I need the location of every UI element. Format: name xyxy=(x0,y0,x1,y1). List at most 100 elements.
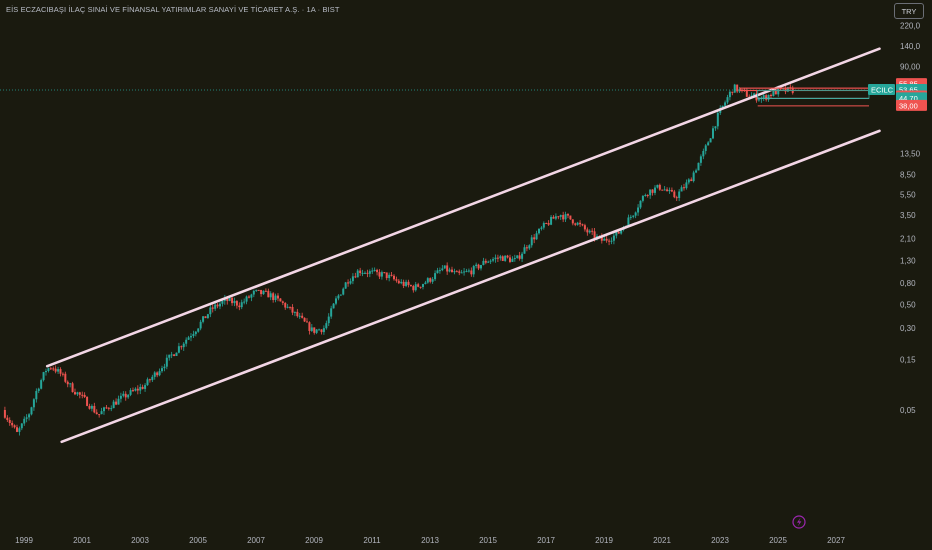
candle-body xyxy=(446,265,449,272)
y-axis[interactable]: 220,0 140,0 90,00 13,50 8,50 5,50 3,50 2,10 1,30… xyxy=(900,21,921,415)
trend-channel[interactable] xyxy=(45,47,881,444)
candle-body xyxy=(313,327,316,333)
candle-body xyxy=(629,216,632,218)
candle-body xyxy=(482,260,485,266)
candle-body xyxy=(177,346,180,353)
candle-body xyxy=(18,428,21,432)
candle-body xyxy=(214,304,217,309)
candle-body xyxy=(426,278,429,283)
candle-body xyxy=(298,315,301,317)
candle-body xyxy=(30,407,33,415)
lightning-icon[interactable] xyxy=(792,515,806,529)
candle-body xyxy=(257,289,260,291)
candle-body xyxy=(731,91,734,93)
candle-body xyxy=(702,150,705,157)
candle-body xyxy=(73,392,76,395)
candle-body xyxy=(124,393,127,398)
candle-body xyxy=(189,336,192,338)
candle-body xyxy=(305,321,308,323)
candle-body xyxy=(550,216,553,225)
price-badge-label: 44,70 xyxy=(899,94,918,103)
candle-body xyxy=(453,271,456,273)
candle-body xyxy=(680,187,683,192)
candle-body xyxy=(15,427,18,432)
candles xyxy=(3,83,794,436)
candle-body xyxy=(320,329,323,333)
symbol-badge xyxy=(868,84,895,95)
channel-lower-line xyxy=(60,129,881,444)
candle-body xyxy=(530,237,533,246)
candle-body xyxy=(269,293,272,298)
x-tick-label: 2025 xyxy=(769,536,787,545)
candle-body xyxy=(153,372,156,377)
candle-body xyxy=(714,126,717,129)
candle-body xyxy=(342,288,345,295)
candle-body xyxy=(255,289,258,291)
candle-body xyxy=(637,207,640,213)
candle-body xyxy=(165,357,168,367)
candle-body xyxy=(460,272,463,274)
x-tick-label: 2003 xyxy=(131,536,149,545)
candle-body xyxy=(576,222,579,225)
candle-body xyxy=(745,90,748,97)
candle-body xyxy=(131,390,134,392)
candle-body xyxy=(262,290,265,295)
candle-body xyxy=(554,216,557,219)
candle-body xyxy=(489,260,492,262)
candle-body xyxy=(569,215,572,220)
candle-body xyxy=(187,337,190,340)
candle-body xyxy=(356,270,359,278)
candle-body xyxy=(424,282,427,285)
candle-body xyxy=(284,302,287,308)
candle-body xyxy=(20,423,23,429)
candle-body xyxy=(617,231,620,234)
candle-body xyxy=(653,187,656,193)
candle-body xyxy=(564,214,567,220)
price-badge xyxy=(896,99,927,111)
currency-button[interactable]: TRY xyxy=(894,3,924,19)
candle-body xyxy=(707,142,710,146)
candle-body xyxy=(76,392,79,395)
candle-body xyxy=(156,372,159,376)
candle-body xyxy=(25,417,28,419)
candle-body xyxy=(366,272,369,274)
candle-body xyxy=(518,255,521,259)
y-tick-label: 1,30 xyxy=(900,257,916,266)
candle-body xyxy=(603,238,606,241)
candle-body xyxy=(250,294,253,298)
candle-body xyxy=(757,99,760,101)
y-tick-label: 220,0 xyxy=(900,21,921,30)
candle-body xyxy=(144,385,147,389)
x-axis[interactable]: 1999 2001 2003 2005 2007 2009 2011 2013 2015 2017… xyxy=(15,536,845,545)
candle-body xyxy=(119,395,122,399)
candle-body xyxy=(704,145,707,151)
candle-body xyxy=(136,388,139,391)
candle-body xyxy=(608,240,611,242)
candle-body xyxy=(245,296,248,302)
candle-body xyxy=(141,386,144,389)
candle-body xyxy=(414,284,417,291)
candle-body xyxy=(639,200,642,208)
candle-body xyxy=(274,295,277,300)
candle-body xyxy=(753,93,756,96)
candle-body xyxy=(663,189,666,191)
candle-body xyxy=(612,235,615,241)
y-tick-label: 5,50 xyxy=(900,190,916,199)
candle-body xyxy=(656,184,659,188)
candle-body xyxy=(605,238,608,241)
candle-body xyxy=(28,414,31,418)
candle-body xyxy=(458,271,461,273)
candle-body xyxy=(373,269,376,271)
candle-body xyxy=(436,270,439,274)
candle-body xyxy=(658,184,661,190)
candle-body xyxy=(477,264,480,269)
candle-body xyxy=(769,94,772,97)
x-tick-label: 2019 xyxy=(595,536,613,545)
candle-body xyxy=(209,307,212,315)
candle-body xyxy=(716,112,719,127)
candle-body xyxy=(494,257,497,260)
y-tick-label: 3,50 xyxy=(900,211,916,220)
candle-body xyxy=(42,372,45,381)
candle-body xyxy=(93,405,96,413)
